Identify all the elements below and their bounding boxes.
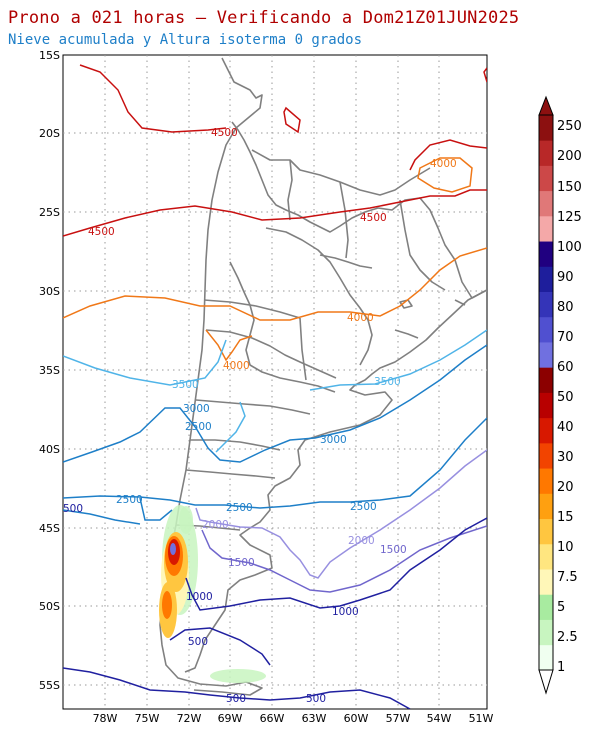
contour-label: 4000 bbox=[347, 312, 374, 324]
colorbar-label: 150 bbox=[557, 180, 582, 195]
lat-label: 20S bbox=[39, 127, 60, 140]
colorbar-cell bbox=[539, 266, 553, 292]
colorbar-label: 15 bbox=[557, 510, 574, 525]
colorbar-cell bbox=[539, 518, 553, 545]
contour-label: 2500 bbox=[185, 421, 212, 433]
lon-label: 66W bbox=[260, 712, 285, 725]
contour-label: 500 bbox=[188, 636, 208, 648]
lon-label: 63W bbox=[302, 712, 327, 725]
contour-label: 3000 bbox=[320, 434, 347, 446]
contour-label: 4000 bbox=[223, 360, 250, 372]
colorbar-label: 50 bbox=[557, 390, 574, 405]
colorbar-label: 1 bbox=[557, 660, 565, 675]
colorbar-label: 5 bbox=[557, 600, 565, 615]
colorbar-label: 125 bbox=[557, 210, 582, 225]
contour-label: 4500 bbox=[360, 212, 387, 224]
colorbar-label: 100 bbox=[557, 240, 582, 255]
colorbar-label: 10 bbox=[557, 540, 574, 555]
colorbar-label: 70 bbox=[557, 330, 574, 345]
lat-label: 25S bbox=[39, 206, 60, 219]
lat-label: 45S bbox=[39, 522, 60, 535]
colorbar-cell bbox=[539, 316, 553, 343]
lon-label: 54W bbox=[427, 712, 452, 725]
map-frame bbox=[62, 54, 488, 710]
lat-label: 55S bbox=[39, 679, 60, 692]
colorbar-cell bbox=[539, 190, 553, 217]
colorbar-top-arrow bbox=[538, 95, 554, 116]
colorbar-label: 250 bbox=[557, 119, 582, 134]
colorbar-cell bbox=[539, 543, 553, 570]
lat-label: 35S bbox=[39, 364, 60, 377]
lon-label: 51W bbox=[469, 712, 494, 725]
contour-label: 2500 bbox=[226, 502, 253, 514]
contour-label: 3500 bbox=[172, 379, 199, 391]
map-title: Prono a 021 horas – Verificando a Dom21Z… bbox=[8, 8, 520, 28]
latitude-labels: 15S 20S 25S 30S 35S 40S 45S 50S 55S bbox=[39, 49, 60, 692]
contour-labels: 4500 4500 4500 4000 4000 4000 3500 3500 … bbox=[63, 127, 457, 705]
coastlines-borders bbox=[159, 57, 487, 696]
colorbar-cell bbox=[539, 392, 553, 419]
colorbar-label: 80 bbox=[557, 300, 574, 315]
longitude-labels: 78W 75W 72W 69W 66W 63W 60W 57W 54W 51W bbox=[93, 712, 494, 725]
colorbar-label: 7.5 bbox=[557, 570, 578, 585]
colorbar-cell bbox=[539, 417, 553, 444]
colorbar-cell bbox=[539, 115, 553, 141]
lat-label: 15S bbox=[39, 49, 60, 62]
contour-label: 2500 bbox=[350, 501, 377, 513]
colorbar-label: 200 bbox=[557, 149, 582, 164]
contour-label: 500 bbox=[226, 693, 246, 705]
contour-label: 4000 bbox=[430, 158, 457, 170]
colorbar-cell bbox=[539, 569, 553, 595]
lat-label: 40S bbox=[39, 443, 60, 456]
colorbar-label: 30 bbox=[557, 450, 574, 465]
lon-label: 75W bbox=[135, 712, 160, 725]
colorbar-cell bbox=[539, 342, 553, 368]
contour-label: 2500 bbox=[116, 494, 143, 506]
contour-label: 1500 bbox=[380, 544, 407, 556]
colorbar-label: 60 bbox=[557, 360, 574, 375]
colorbar-cell bbox=[539, 241, 553, 267]
colorbar-cell bbox=[539, 165, 553, 192]
colorbar-cell bbox=[539, 493, 553, 520]
colorbar-cell bbox=[539, 140, 553, 166]
colorbar-cell bbox=[539, 468, 553, 494]
lon-label: 78W bbox=[93, 712, 118, 725]
lat-label: 50S bbox=[39, 600, 60, 613]
lat-label: 30S bbox=[39, 285, 60, 298]
colorbar-labels: 250 200 150 125 100 90 80 70 60 50 40 30… bbox=[557, 119, 582, 675]
contour-label: 500 bbox=[63, 503, 83, 515]
lon-label: 57W bbox=[386, 712, 411, 725]
colorbar-label: 90 bbox=[557, 270, 574, 285]
contour-label: 3000 bbox=[183, 403, 210, 415]
lon-label: 69W bbox=[218, 712, 243, 725]
lon-label: 72W bbox=[177, 712, 202, 725]
contour-label: 3500 bbox=[374, 376, 401, 388]
colorbar-cell bbox=[539, 619, 553, 646]
isotherm-contours bbox=[63, 64, 487, 709]
colorbar-cell bbox=[539, 367, 553, 393]
contour-label: 4500 bbox=[88, 226, 115, 238]
contour-label: 1500 bbox=[228, 557, 255, 569]
contour-label: 1000 bbox=[332, 606, 359, 618]
contour-label: 2000 bbox=[348, 535, 375, 547]
lon-label: 60W bbox=[344, 712, 369, 725]
colorbar-cell bbox=[539, 442, 553, 469]
colorbar bbox=[538, 95, 554, 695]
colorbar-label: 2.5 bbox=[557, 630, 578, 645]
map-subtitle: Nieve acumulada y Altura isoterma 0 grad… bbox=[8, 32, 363, 48]
colorbar-bottom-arrow bbox=[538, 669, 554, 695]
colorbar-cell bbox=[539, 644, 553, 671]
colorbar-cell bbox=[539, 594, 553, 620]
contour-label: 1000 bbox=[186, 591, 213, 603]
contour-label: 4500 bbox=[211, 127, 238, 139]
colorbar-cell bbox=[539, 291, 553, 318]
colorbar-label: 20 bbox=[557, 480, 574, 495]
contour-label: 2000 bbox=[202, 519, 229, 531]
contour-label: 500 bbox=[306, 693, 326, 705]
colorbar-cell bbox=[539, 215, 553, 242]
colorbar-label: 40 bbox=[557, 420, 574, 435]
